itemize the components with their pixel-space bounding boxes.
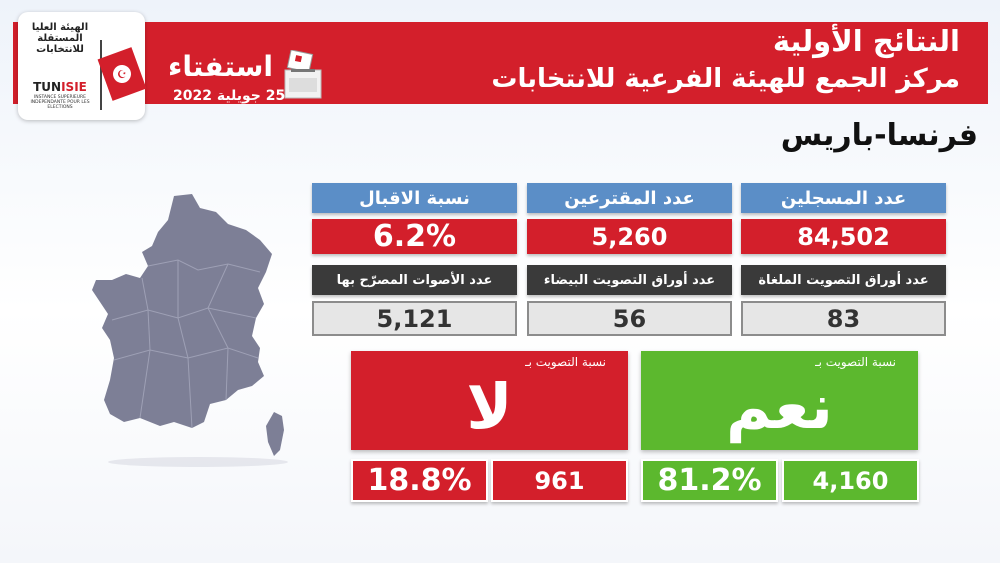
no-word: لا [466, 370, 513, 443]
yes-panel: نسبة التصويت بـ نعم [641, 351, 918, 450]
voters-header: عدد المقترعين [527, 183, 732, 213]
invalid-ballots-header: عدد أوراق التصويت الملغاة [741, 265, 946, 295]
logo-acronym: TUNISIE [24, 80, 96, 94]
yes-count: 4,160 [782, 459, 919, 502]
yes-percent: 81.2% [641, 459, 778, 502]
logo-acronym-black: TUN [33, 80, 62, 94]
turnout-header: نسبة الاقبال [312, 183, 517, 213]
registered-value: 84,502 [741, 219, 946, 254]
blank-ballots-header: عدد أوراق التصويت البيضاء [527, 265, 732, 295]
logo-french-name: INSTANCE SUPERIEURE INDEPENDANTE POUR LE… [30, 95, 90, 110]
ballot-box-icon [284, 50, 322, 99]
isie-logo: الهيئة العليا المستقلة للانتخابات TUNISI… [18, 12, 147, 120]
voters-value: 5,260 [527, 219, 732, 254]
tunisia-flag-icon: ☪ [97, 47, 147, 101]
france-map [92, 194, 288, 467]
yes-word: نعم [726, 370, 833, 443]
valid-votes-value: 5,121 [312, 301, 517, 336]
no-label: نسبة التصويت بـ [525, 355, 606, 369]
page-subtitle: مركز الجمع للهيئة الفرعية للانتخابات [491, 64, 960, 94]
invalid-ballots-value: 83 [741, 301, 946, 336]
no-percent: 18.8% [351, 459, 488, 502]
referendum-date: 25 جويلية 2022 [173, 88, 286, 104]
logo-arabic-name: الهيئة العليا المستقلة للانتخابات [31, 22, 89, 55]
page-title: النتائج الأولية [772, 24, 960, 58]
logo-divider [100, 40, 102, 110]
yes-label: نسبة التصويت بـ [815, 355, 896, 369]
no-panel: نسبة التصويت بـ لا [351, 351, 628, 450]
referendum-word: استفتاء [168, 50, 273, 83]
valid-votes-header: عدد الأصوات المصرّح بها [312, 265, 517, 295]
location-title: فرنسا-باريس [780, 118, 978, 153]
registered-header: عدد المسجلين [741, 183, 946, 213]
no-count: 961 [491, 459, 628, 502]
turnout-value: 6.2% [312, 219, 517, 254]
logo-acronym-red: ISIE [61, 80, 87, 94]
header-banner: النتائج الأولية مركز الجمع للهيئة الفرعي… [13, 22, 988, 104]
blank-ballots-value: 56 [527, 301, 732, 336]
